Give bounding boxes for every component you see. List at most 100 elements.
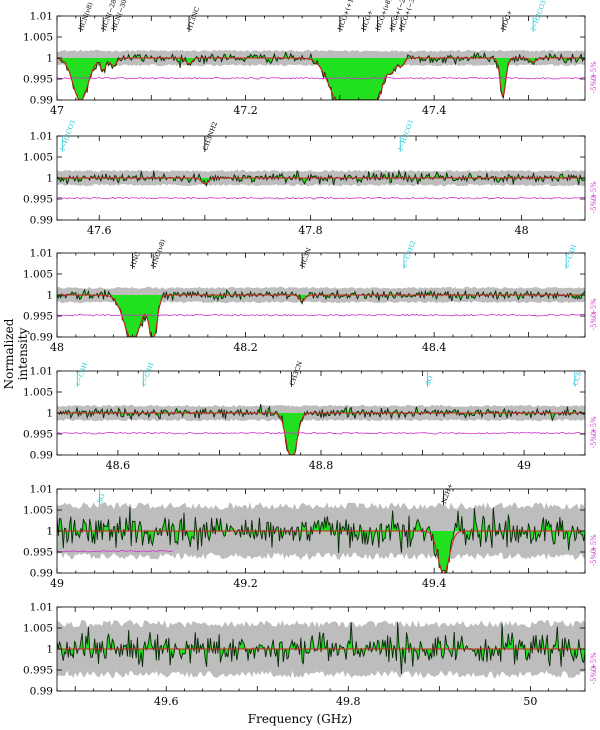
line-label: HCO+ bbox=[360, 9, 375, 32]
y-tick-label: 0.995 bbox=[23, 429, 53, 441]
y-tick-label: 0.995 bbox=[23, 547, 53, 559]
x-tick-label: 47.6 bbox=[87, 224, 112, 237]
line-label: H13NC bbox=[185, 6, 201, 32]
y-tick-label: 1.005 bbox=[23, 152, 53, 164]
x-tick-label: 49.4 bbox=[422, 577, 447, 590]
x-tick-label: 48 bbox=[515, 224, 529, 237]
spectrum-fill bbox=[57, 52, 585, 100]
x-tick-label: 47.2 bbox=[233, 104, 258, 117]
residual-line bbox=[57, 76, 585, 80]
line-label: N2H+ bbox=[440, 482, 455, 504]
model-line bbox=[57, 412, 585, 455]
x-tick-label: 48.4 bbox=[422, 341, 447, 354]
line-label: c−C3H bbox=[140, 361, 156, 386]
y-tick-label: 1 bbox=[46, 526, 53, 538]
panel-5: 1.01 1.005 1 0.995 0.99 +5%0-5% 49 49.2 49.4 SO N2… bbox=[23, 482, 598, 590]
residual-line bbox=[57, 550, 174, 553]
x-tick-label: 49.6 bbox=[154, 695, 179, 708]
x-tick-label: 47 bbox=[50, 104, 64, 117]
y-tick-label: 1.005 bbox=[23, 269, 53, 281]
y-tick-label: 1.005 bbox=[23, 505, 53, 517]
y-tick-label: 1.01 bbox=[30, 484, 53, 496]
line-label: HOC+ bbox=[499, 9, 514, 32]
residual-tick-label: +5% bbox=[590, 416, 598, 433]
panel-4: 1.01 1.005 1 0.995 0.99 +5%0-5% 48.6 48.8 49 c−C3… bbox=[23, 360, 598, 472]
residual-tick-label: 0 bbox=[590, 313, 598, 317]
line-label: c−C3H2 bbox=[400, 240, 417, 269]
y-tick-label: 0.99 bbox=[30, 568, 53, 580]
residual-tick-label: +5% bbox=[590, 181, 598, 198]
residual-tick-label: +5% bbox=[590, 298, 598, 315]
x-tick-label: 48 bbox=[50, 341, 64, 354]
residual-tick-label: -5% bbox=[590, 316, 598, 330]
y-tick-label: 0.995 bbox=[23, 311, 53, 323]
panel-6: 1.01 1.005 1 0.995 0.99 +5%0-5% 49.6 49.8 50 bbox=[23, 602, 598, 709]
residual-tick-label: -5% bbox=[590, 434, 598, 448]
y-tick-label: 0.99 bbox=[30, 450, 53, 462]
model-line bbox=[57, 294, 585, 337]
line-label: CH3CN bbox=[288, 360, 304, 387]
y-tick-label: 1 bbox=[46, 644, 53, 656]
spectrum-line bbox=[57, 403, 585, 455]
line-label: c−C3H bbox=[563, 243, 579, 268]
panel-2: 1.01 1.005 1 0.995 0.99 +5%0-5% 47.6 47.8 48 l−H2… bbox=[23, 119, 598, 237]
y-tick-label: 1 bbox=[46, 173, 53, 185]
x-tick-label: 48.8 bbox=[309, 459, 334, 472]
line-label: c−C3H bbox=[74, 361, 90, 386]
model-line bbox=[57, 57, 585, 100]
x-tick-label: 49 bbox=[517, 459, 531, 472]
residual-line bbox=[57, 431, 585, 435]
y-tick-label: 1 bbox=[46, 408, 53, 420]
line-label: SO bbox=[424, 375, 435, 387]
y-tick-label: 0.99 bbox=[30, 686, 53, 698]
y-tick-label: 1.005 bbox=[23, 623, 53, 635]
residual-tick-label: +5% bbox=[590, 652, 598, 669]
y-tick-label: 1.01 bbox=[30, 602, 53, 614]
spectrum-line bbox=[57, 621, 585, 675]
residual-tick-label: -5% bbox=[590, 79, 598, 93]
spectrum-fill bbox=[57, 404, 585, 455]
y-tick-label: 1.005 bbox=[23, 387, 53, 399]
residual-tick-label: 0 bbox=[590, 431, 598, 435]
y-tick-label: 1 bbox=[46, 290, 53, 302]
residual-tick-label: +5% bbox=[590, 534, 598, 551]
line-label: HC3N bbox=[299, 246, 314, 268]
y-tick-label: 0.995 bbox=[23, 74, 53, 86]
x-tick-label: 49.8 bbox=[336, 695, 361, 708]
panel-plot-area bbox=[57, 403, 585, 455]
y-axis-label: Normalized intensity bbox=[2, 318, 30, 390]
residual-tick-label: 0 bbox=[590, 76, 598, 80]
y-tick-label: 1.01 bbox=[30, 248, 53, 260]
residual-line bbox=[57, 313, 585, 317]
y-tick-label: 1.01 bbox=[30, 11, 53, 23]
y-tick-label: 0.99 bbox=[30, 95, 53, 107]
residual-tick-label: +5% bbox=[590, 61, 598, 78]
residual-tick-label: -5% bbox=[590, 552, 598, 566]
x-tick-label: 49.2 bbox=[233, 577, 258, 590]
line-label: SO bbox=[96, 493, 107, 505]
residual-tick-label: 0 bbox=[590, 196, 598, 200]
panel-plot-area bbox=[57, 620, 585, 678]
panel-plot-area bbox=[57, 502, 585, 573]
x-tick-label: 47.4 bbox=[422, 104, 447, 117]
panel-plot-area bbox=[57, 49, 585, 100]
y-tick-label: 0.99 bbox=[30, 332, 53, 344]
y-tick-label: 1.01 bbox=[30, 366, 53, 378]
panel-plot-area bbox=[57, 286, 585, 337]
x-tick-label: 50 bbox=[523, 695, 537, 708]
x-tick-label: 47.8 bbox=[298, 224, 323, 237]
y-tick-label: 0.995 bbox=[23, 665, 53, 677]
x-tick-label: 48.2 bbox=[233, 341, 258, 354]
spectrum-line bbox=[57, 168, 585, 187]
y-tick-label: 1.005 bbox=[23, 32, 53, 44]
y-tick-label: 0.995 bbox=[23, 194, 53, 206]
line-label: l−H2CO3 bbox=[397, 119, 415, 152]
residual-tick-label: -5% bbox=[590, 199, 598, 213]
x-tick-label: 48.6 bbox=[106, 459, 131, 472]
residual-tick-label: -5% bbox=[590, 670, 598, 684]
residual-tick-label: 0 bbox=[590, 549, 598, 553]
model-line bbox=[57, 530, 585, 573]
